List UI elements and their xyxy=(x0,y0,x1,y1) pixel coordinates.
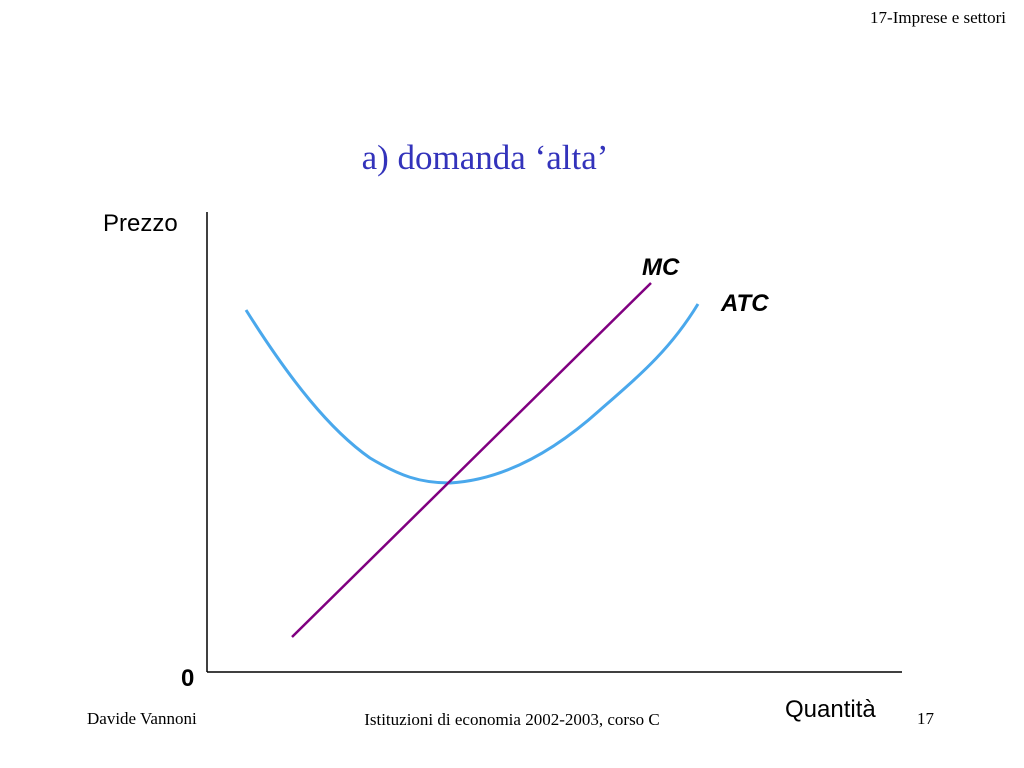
footer-course: Istituzioni di economia 2002-2003, corso… xyxy=(364,710,660,729)
page-number: 17 xyxy=(917,709,934,728)
origin-label: 0 xyxy=(181,665,195,692)
footer-author: Davide Vannoni xyxy=(87,709,197,728)
curve-label: MC xyxy=(642,254,680,281)
curve-label: ATC xyxy=(721,290,769,317)
mc-curve xyxy=(291,282,652,638)
atc-curve xyxy=(244,303,700,485)
y-axis-label: Prezzo xyxy=(103,210,178,237)
slide-title: a) domanda ‘alta’ xyxy=(361,138,609,177)
x-axis-label: Quantità xyxy=(785,696,876,723)
header-label: 17-Imprese e settori xyxy=(870,8,1006,27)
